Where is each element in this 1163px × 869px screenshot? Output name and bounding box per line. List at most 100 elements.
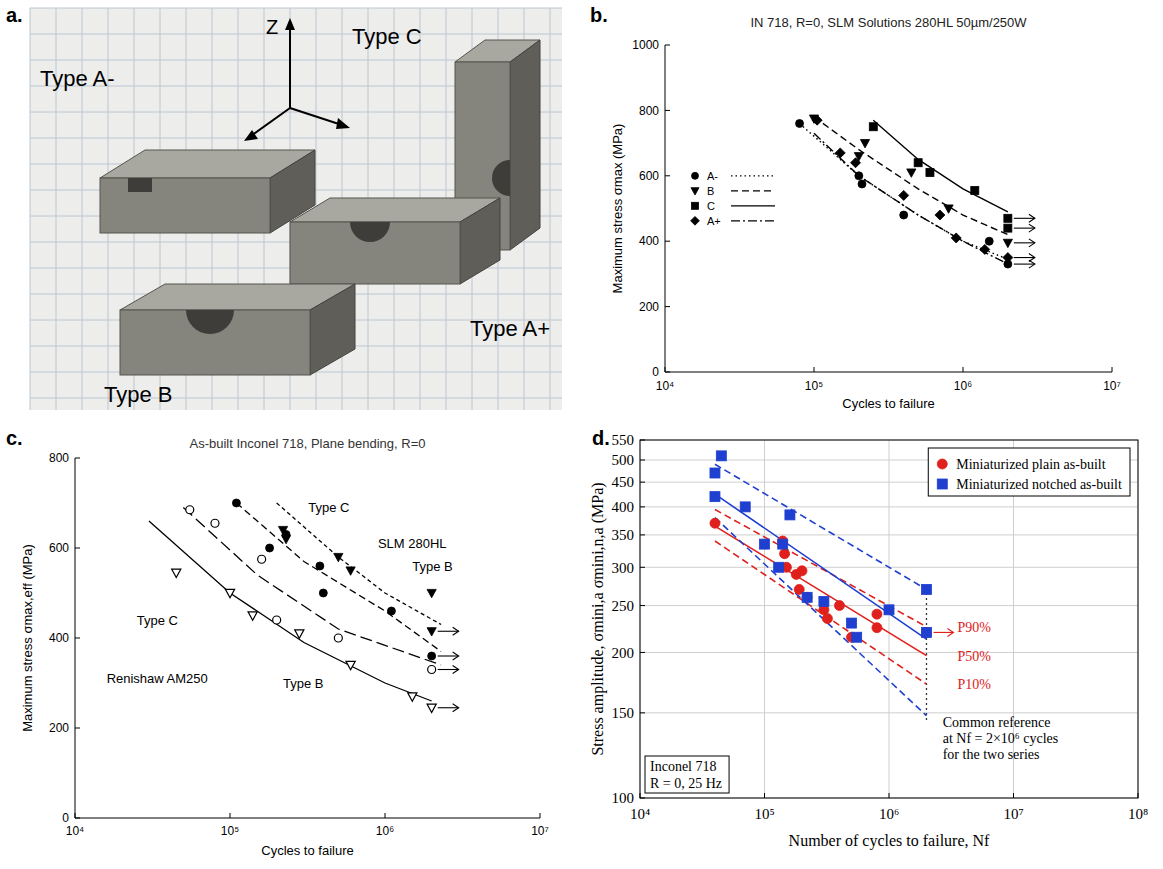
runout-head bbox=[1029, 214, 1035, 222]
point bbox=[851, 158, 861, 168]
tick bbox=[665, 45, 670, 46]
point bbox=[872, 623, 882, 633]
runout-shaft bbox=[438, 707, 459, 708]
tick bbox=[665, 367, 666, 372]
point bbox=[921, 627, 931, 637]
data-group bbox=[796, 115, 1035, 268]
data-group bbox=[710, 451, 954, 720]
point bbox=[778, 539, 788, 549]
annotation: Renishaw AM250 bbox=[107, 671, 208, 686]
tick bbox=[665, 372, 670, 373]
annotation: Type B bbox=[412, 559, 452, 574]
annotation: for the two series bbox=[943, 747, 1040, 762]
runout-arrow bbox=[438, 704, 459, 712]
runout-shaft bbox=[1014, 218, 1035, 219]
point bbox=[796, 119, 804, 127]
point bbox=[211, 519, 219, 527]
arrow-head bbox=[285, 18, 295, 30]
tick bbox=[665, 110, 670, 111]
tick bbox=[75, 638, 80, 639]
point bbox=[860, 140, 869, 148]
point bbox=[282, 531, 290, 539]
y-tick-label: 800 bbox=[49, 451, 69, 465]
paper-grid bbox=[30, 34, 562, 35]
point bbox=[858, 180, 866, 188]
tick bbox=[640, 460, 645, 461]
y-tick-label: 0 bbox=[62, 811, 69, 825]
x-tick-label: 10⁸ bbox=[1128, 806, 1148, 822]
x-tick-label: 10⁴ bbox=[66, 824, 85, 838]
note-text: R = 0, 25 Hz bbox=[650, 776, 722, 791]
grid-line bbox=[640, 652, 1138, 653]
point bbox=[295, 630, 304, 638]
y-axis-title: Stress amplitude, σmini,a σmini,n,a (MPa… bbox=[589, 482, 607, 755]
x-axis-title: Number of cycles to failure, Nf bbox=[789, 832, 990, 850]
fit-label: P10% bbox=[957, 677, 991, 692]
legend-frame bbox=[928, 448, 1130, 496]
runout-arrow bbox=[1014, 239, 1035, 247]
photo-panel: ZType A-Type CType A+Type B bbox=[30, 8, 562, 410]
panel-letter: d. bbox=[592, 427, 610, 449]
y-tick-label: 550 bbox=[612, 432, 635, 448]
point bbox=[774, 562, 784, 572]
note-box: Inconel 718R = 0, 25 Hz bbox=[645, 756, 729, 793]
grid-line bbox=[640, 712, 1138, 713]
tick bbox=[75, 818, 80, 819]
grid-line bbox=[640, 506, 1138, 507]
tick bbox=[665, 175, 670, 176]
x-tick-label: 10⁵ bbox=[221, 824, 239, 838]
point bbox=[802, 592, 812, 602]
y-tick-label: 100 bbox=[612, 790, 635, 806]
tick bbox=[640, 793, 641, 798]
specimen-side bbox=[310, 284, 355, 375]
point bbox=[427, 704, 436, 712]
point bbox=[819, 596, 829, 606]
annotation: Type B bbox=[283, 676, 323, 691]
axis-label: Z bbox=[266, 16, 278, 38]
point bbox=[258, 555, 266, 563]
point bbox=[872, 609, 882, 619]
point bbox=[273, 616, 281, 624]
y-tick-label: 450 bbox=[612, 474, 635, 490]
y-axis bbox=[665, 45, 666, 372]
chart-panel: 10⁴10⁵10⁶10⁷0200400600800As-built Incone… bbox=[20, 436, 549, 858]
specimen-label: Type A- bbox=[40, 66, 115, 91]
y-tick-label: 200 bbox=[612, 645, 635, 661]
reference-line bbox=[926, 586, 927, 720]
legend-label: C bbox=[707, 200, 715, 212]
annotation: SLM 280HL bbox=[378, 536, 447, 551]
paper-grid bbox=[550, 8, 551, 410]
legend-label: B bbox=[707, 185, 714, 197]
fit-label: P90% bbox=[957, 620, 991, 635]
grid-line bbox=[640, 534, 1138, 535]
point bbox=[785, 510, 795, 520]
tick bbox=[640, 506, 645, 507]
point bbox=[316, 562, 324, 570]
y-tick-label: 200 bbox=[49, 721, 69, 735]
fit-line bbox=[715, 464, 927, 589]
point bbox=[1004, 214, 1012, 222]
runout-shaft bbox=[438, 655, 459, 656]
tick bbox=[75, 813, 76, 818]
y-tick-label: 300 bbox=[612, 560, 635, 576]
point bbox=[428, 652, 436, 660]
point bbox=[266, 544, 274, 552]
point bbox=[847, 618, 857, 628]
tick bbox=[385, 813, 386, 818]
specimen-label: Type B bbox=[104, 382, 172, 407]
y-tick-label: 200 bbox=[639, 300, 659, 314]
tick bbox=[640, 567, 645, 568]
point bbox=[900, 211, 908, 219]
point bbox=[740, 502, 750, 512]
point bbox=[944, 205, 953, 213]
fit-line bbox=[715, 518, 927, 716]
specimen-label: Type C bbox=[352, 24, 422, 49]
tick bbox=[764, 793, 765, 798]
specimen-front bbox=[290, 222, 460, 284]
arrow-head bbox=[336, 118, 350, 129]
fit-line bbox=[715, 541, 927, 684]
chart-panel: 10⁴10⁵10⁶10⁷02004006008001000IN 718, R=0… bbox=[610, 15, 1121, 411]
fit-line bbox=[715, 526, 927, 656]
tick bbox=[75, 548, 80, 549]
notch bbox=[128, 178, 152, 192]
